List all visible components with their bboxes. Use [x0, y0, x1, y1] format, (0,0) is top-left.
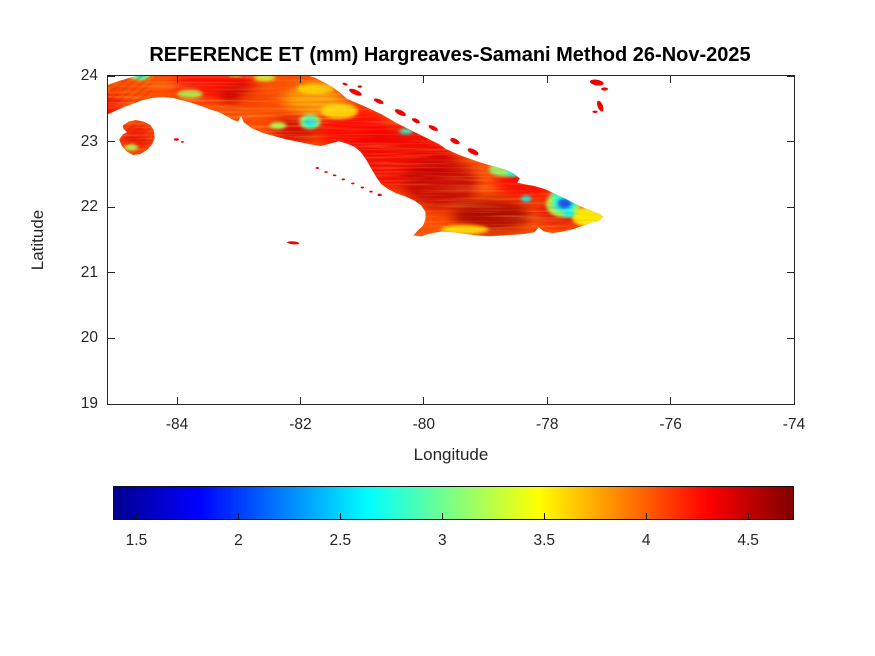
cay	[373, 98, 384, 104]
colorbar-tick	[237, 513, 239, 519]
cay	[428, 125, 438, 132]
cay	[592, 110, 598, 114]
map-canvas	[108, 76, 609, 245]
x-tick	[299, 76, 301, 83]
colorbar-tick-label: 3	[437, 532, 447, 549]
y-tick	[108, 272, 115, 274]
colorbar-tick-label: 2.5	[329, 532, 352, 549]
x-tick-label: -74	[782, 416, 806, 433]
cay	[342, 82, 348, 86]
cay	[173, 138, 179, 141]
cay	[601, 87, 609, 91]
x-tick	[670, 397, 672, 404]
y-tick-label: 22	[80, 198, 98, 216]
y-tick	[787, 206, 794, 208]
cuba-landmass	[108, 76, 603, 237]
offshore-cays	[173, 79, 609, 245]
cay	[324, 171, 328, 174]
y-tick	[108, 403, 115, 405]
y-tick	[787, 403, 794, 405]
y-tick-label: 21	[80, 263, 98, 281]
x-tick	[423, 76, 425, 83]
y-tick	[108, 206, 115, 208]
x-tick	[670, 76, 672, 83]
y-tick-label: 19	[80, 395, 98, 412]
plot-title: REFERENCE ET (mm) Hargreaves-Samani Meth…	[149, 44, 751, 66]
cay	[315, 166, 320, 169]
x-tick	[546, 397, 548, 404]
x-tick	[793, 397, 795, 404]
x-tick-label: -80	[412, 416, 436, 433]
colorbar-tick	[645, 513, 647, 519]
cay	[357, 85, 362, 88]
y-tick	[108, 75, 115, 77]
colorbar-tick-label: 3.5	[533, 532, 556, 549]
cay	[394, 109, 406, 117]
y-tick-label: 20	[80, 329, 98, 347]
x-tick-label: -84	[165, 416, 189, 433]
cay	[349, 88, 362, 96]
cay	[369, 190, 373, 193]
y-tick	[787, 141, 794, 143]
cay	[412, 118, 420, 124]
x-tick	[793, 76, 795, 83]
cay	[589, 79, 604, 86]
x-tick	[299, 397, 301, 404]
x-tick	[176, 76, 178, 83]
cay	[287, 241, 300, 245]
x-tick-label: -76	[659, 416, 682, 433]
x-tick-label: -78	[536, 416, 559, 433]
cay	[377, 193, 382, 197]
cay	[180, 141, 185, 143]
colorbar-tick	[135, 513, 137, 519]
plot-area: Longitude Latitude -84 -82 -80 -78 -76 -74 24 2…	[28, 67, 805, 464]
colorbar-tick	[339, 513, 341, 519]
cay	[341, 178, 346, 181]
colorbar-gradient	[114, 487, 793, 519]
cay	[351, 182, 355, 185]
cay	[467, 148, 479, 156]
colorbar: 1.5 2 2.5 3 3.5 4 4.5	[113, 486, 794, 549]
x-axis-label: Longitude	[413, 445, 489, 464]
colorbar-tick	[747, 513, 749, 519]
y-tick-label: 23	[80, 132, 98, 150]
y-tick	[108, 337, 115, 339]
colorbar-tick-label: 4.5	[737, 532, 759, 549]
cay	[332, 174, 337, 177]
y-axis-label: Latitude	[28, 209, 47, 271]
cay	[360, 186, 365, 189]
x-tick-label: -82	[289, 416, 312, 433]
colorbar-tick-label: 4	[641, 532, 651, 549]
scanline-texture-dark	[108, 76, 603, 237]
colorbar-tick-label: 1.5	[125, 532, 148, 549]
y-tick	[787, 337, 794, 339]
x-tick	[423, 397, 425, 404]
cay	[450, 137, 460, 145]
colorbar-tick	[543, 513, 545, 519]
y-tick	[108, 141, 115, 143]
cay	[597, 100, 604, 112]
colorbar-tick	[441, 513, 443, 519]
y-tick	[787, 272, 794, 274]
y-tick-label: 24	[80, 67, 98, 84]
y-tick	[787, 75, 794, 77]
x-tick	[176, 397, 178, 404]
x-tick	[546, 76, 548, 83]
colorbar-tick-label: 2	[234, 532, 243, 549]
